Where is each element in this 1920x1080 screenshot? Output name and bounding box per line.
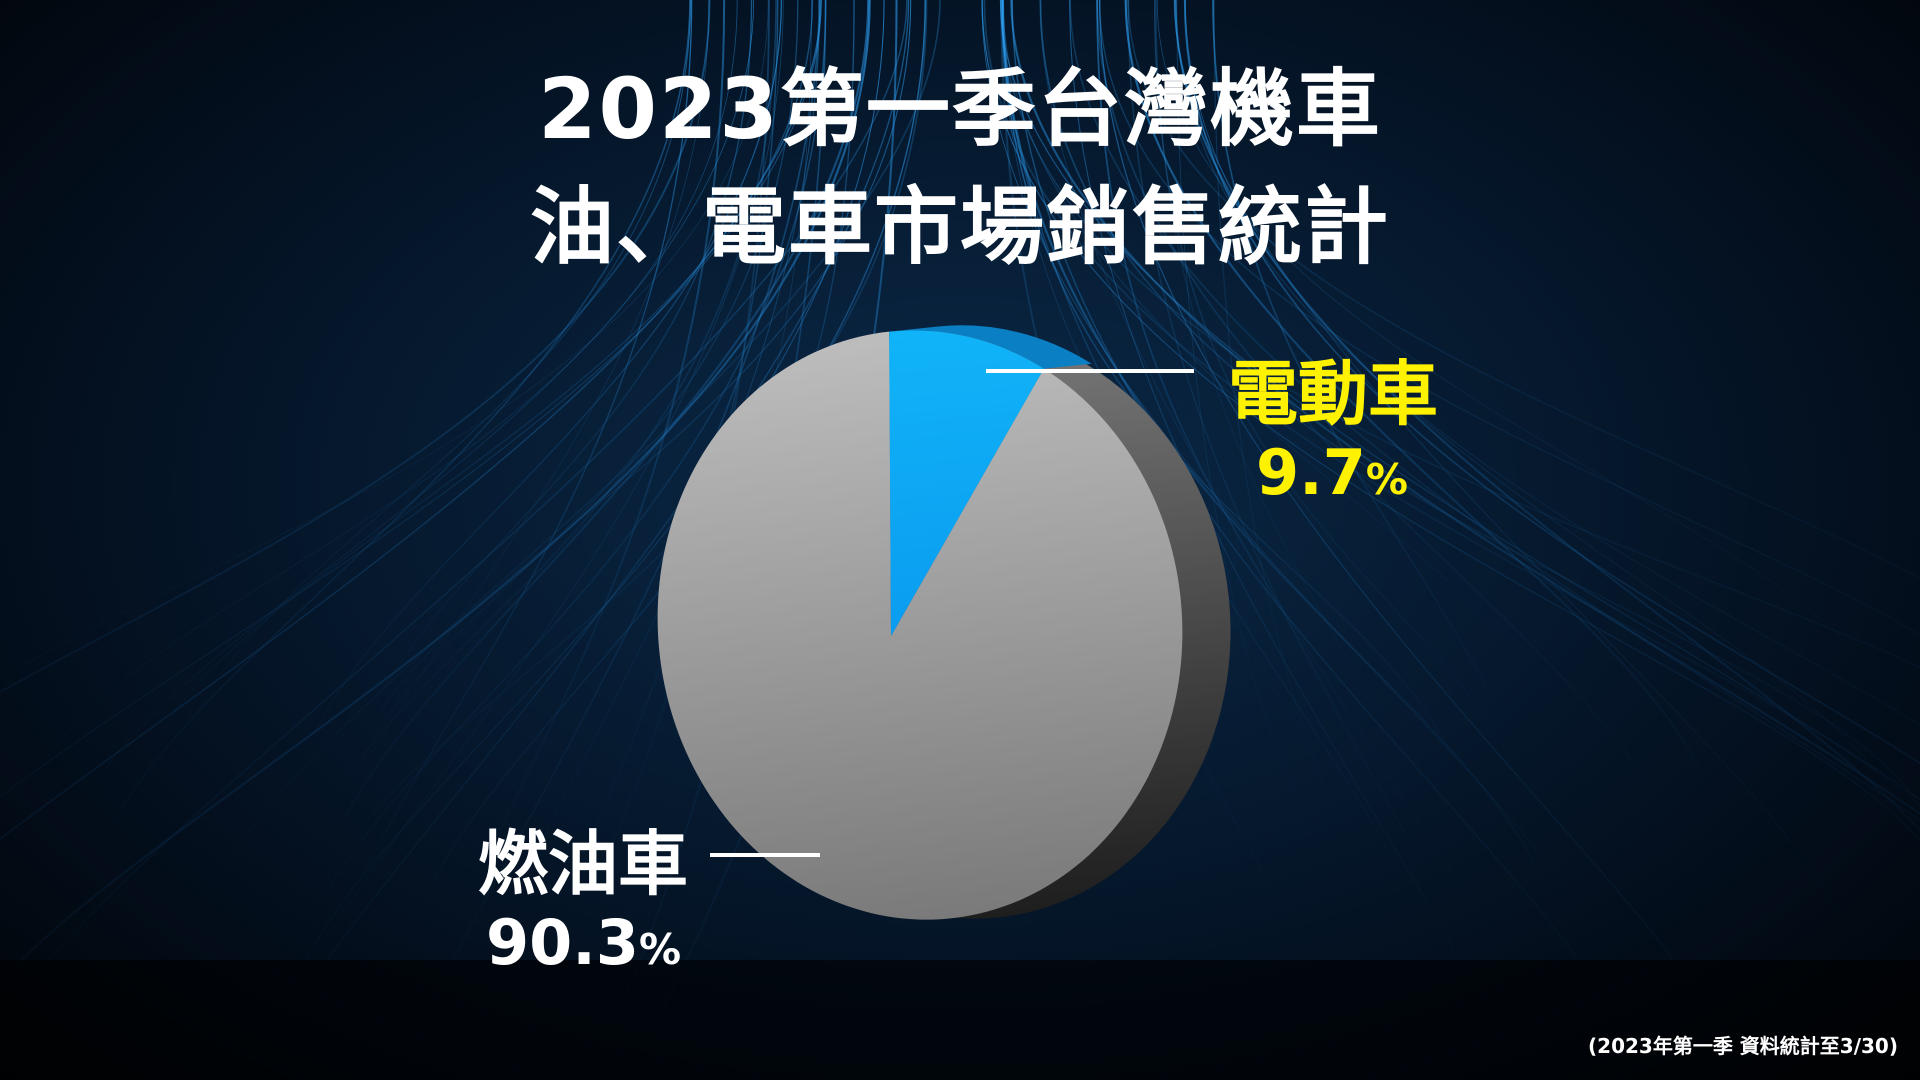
light-streak xyxy=(84,0,754,802)
light-streak xyxy=(1002,0,1578,732)
light-streak xyxy=(1001,0,1451,752)
ev-label: 電動車 xyxy=(1228,353,1438,435)
light-streak xyxy=(1183,0,1920,765)
light-streak xyxy=(999,0,1920,801)
chart-title-line-2: 油、電車市場銷售統計 xyxy=(529,178,1390,276)
light-streak xyxy=(111,0,691,828)
light-streak xyxy=(259,0,910,1064)
light-streak xyxy=(313,0,782,734)
light-streak xyxy=(981,0,1920,843)
light-streak xyxy=(0,0,769,680)
ev-value-unit: % xyxy=(1365,455,1408,504)
ev-leader-line xyxy=(986,369,1194,373)
chart-title-line-1: 2023第一季台灣機車 xyxy=(538,60,1382,158)
light-streak xyxy=(1127,0,1920,580)
gas-value: 90.3% xyxy=(486,906,681,979)
light-streak xyxy=(371,0,753,712)
light-streak xyxy=(1154,0,1514,766)
light-streak xyxy=(0,0,822,840)
pie-side-electric xyxy=(889,325,1092,369)
light-streak xyxy=(1212,0,1499,710)
light-streak xyxy=(1156,0,1897,706)
light-streak xyxy=(1213,0,1355,855)
light-streak xyxy=(35,0,738,777)
light-streak xyxy=(305,0,885,961)
ev-value-number: 9.7 xyxy=(1256,436,1366,509)
light-streak xyxy=(3,0,908,1024)
light-streak xyxy=(341,0,870,823)
light-streak xyxy=(1010,0,1920,816)
light-streak xyxy=(366,0,693,867)
light-streak xyxy=(220,0,941,875)
light-streak xyxy=(1099,0,1726,1039)
light-streak xyxy=(1099,0,1920,636)
light-streak xyxy=(1185,0,1898,806)
gas-label: 燃油車 xyxy=(478,823,688,905)
light-streak xyxy=(498,0,726,832)
light-streak xyxy=(364,0,912,739)
light-streak xyxy=(1127,0,1455,924)
pie-slice-fuel xyxy=(657,331,1183,920)
light-streak xyxy=(1096,0,1657,801)
pie-slice-electric xyxy=(889,330,1044,637)
light-streak xyxy=(298,0,784,989)
light-streak xyxy=(0,0,871,985)
light-streak xyxy=(154,0,814,745)
light-streak xyxy=(319,0,827,906)
bottom-shade xyxy=(0,960,1920,1080)
light-streak xyxy=(1124,0,1700,768)
light-streak xyxy=(1039,0,1920,808)
light-streak xyxy=(1155,0,1413,777)
light-streak xyxy=(1176,0,1321,852)
light-streak xyxy=(349,0,710,795)
light-streak xyxy=(983,0,1920,808)
footnote: (2023年第一季 資料統計至3/30) xyxy=(1588,1034,1898,1058)
light-streak xyxy=(1039,0,1527,1001)
light-streak xyxy=(1175,0,1920,726)
light-streak xyxy=(0,0,711,694)
light-streak xyxy=(1069,0,1470,979)
ev-value: 9.7% xyxy=(1256,436,1408,509)
gas-value-unit: % xyxy=(638,925,682,974)
light-streak xyxy=(1173,0,1837,911)
light-streak xyxy=(196,0,691,714)
gas-leader-line xyxy=(710,853,820,857)
light-streak xyxy=(1011,0,1612,1015)
light-streak xyxy=(325,0,777,814)
light-streak xyxy=(1001,0,1536,865)
gas-value-number: 90.3 xyxy=(486,906,639,979)
